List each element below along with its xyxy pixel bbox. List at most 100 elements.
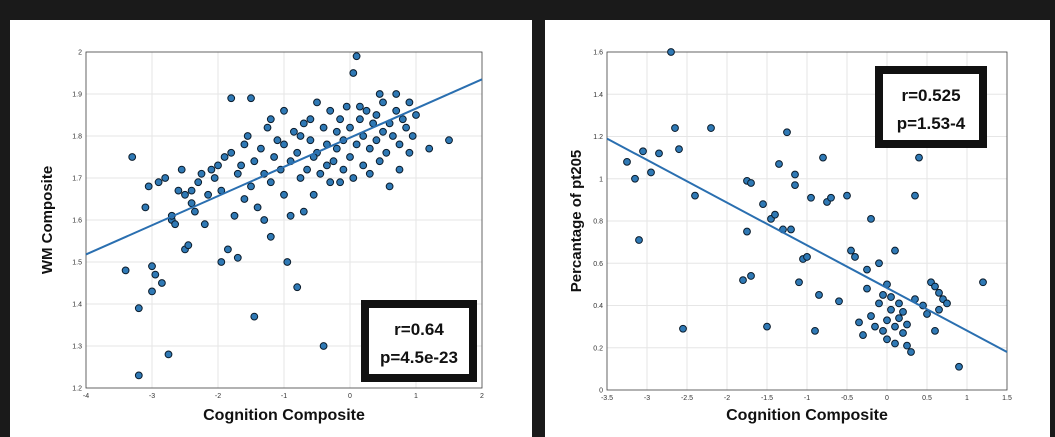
data-point	[233, 169, 242, 178]
data-point	[835, 297, 843, 306]
data-point	[883, 316, 891, 325]
data-point	[819, 153, 827, 162]
stats-box	[875, 66, 987, 148]
data-point	[891, 322, 899, 331]
data-point	[273, 136, 282, 145]
data-point	[204, 190, 213, 199]
data-point	[903, 341, 911, 350]
data-point	[144, 182, 153, 191]
data-point	[851, 253, 859, 261]
x-tick-label: -2.5	[681, 395, 693, 402]
data-point	[342, 102, 351, 111]
data-point	[326, 178, 335, 187]
data-point	[283, 258, 292, 266]
data-point	[887, 305, 895, 314]
data-point	[184, 241, 193, 250]
data-point	[230, 211, 239, 220]
data-point	[280, 106, 288, 115]
data-point	[425, 144, 434, 153]
data-point	[392, 106, 401, 115]
stats-box	[361, 300, 477, 382]
x-axis-title: Cognition Composite	[726, 407, 888, 424]
y-tick-label: 0.4	[593, 303, 603, 310]
data-point	[935, 288, 943, 297]
data-point	[923, 310, 931, 318]
data-point	[979, 278, 987, 287]
x-tick-label: 1	[965, 395, 969, 402]
left-scatter-chart: -4 -3 -2 -1 0 1 2 1.2 1.3 1.4 1.5 1.6 1.7 1.8 1.9 2 Cogn…	[39, 50, 484, 425]
data-point	[405, 98, 414, 107]
y-tick-label: 0.6	[593, 261, 603, 268]
data-point	[332, 127, 341, 136]
p-value-label: p=4.5e-23	[380, 348, 458, 367]
data-point	[365, 169, 374, 178]
data-point	[154, 178, 163, 187]
data-point	[280, 140, 288, 149]
data-point	[811, 326, 819, 335]
data-point	[332, 144, 341, 153]
data-point	[336, 178, 345, 187]
y-tick-label: 1.2	[72, 386, 82, 393]
data-point	[266, 115, 275, 124]
data-point	[227, 94, 236, 103]
data-point	[352, 140, 361, 149]
y-tick-label: 1	[599, 176, 603, 183]
data-point	[306, 136, 315, 145]
y-tick-label: 1.5	[72, 260, 82, 267]
data-point	[197, 169, 206, 178]
data-point	[783, 128, 791, 137]
data-point	[759, 200, 767, 209]
data-point	[349, 174, 358, 182]
x-tick-label: -1	[804, 395, 810, 402]
right-scatter-chart: -3.5 -3 -2.5 -2 -1.5 -1 -0.5 0 0.5 1 1.5 0 0.2 0.4 0.6…	[568, 48, 1012, 424]
data-point	[266, 232, 275, 241]
data-point	[296, 174, 305, 182]
data-point	[299, 207, 308, 216]
data-point	[128, 153, 137, 161]
y-axis-title: WM Composite	[39, 166, 56, 274]
data-point	[795, 278, 803, 287]
data-point	[293, 283, 302, 292]
data-point	[158, 279, 166, 287]
data-point	[791, 170, 799, 179]
x-tick-label: 1.5	[1002, 395, 1012, 402]
data-point	[356, 115, 364, 124]
data-point	[365, 144, 374, 153]
data-point	[306, 115, 315, 124]
right-chart-panel: -3.5 -3 -2.5 -2 -1.5 -1 -0.5 0 0.5 1 1.5 0 0.2 0.4 0.6…	[545, 20, 1050, 437]
data-point	[815, 291, 823, 299]
data-point	[771, 210, 779, 219]
data-point	[319, 123, 328, 132]
y-tick-label: 1.6	[72, 218, 82, 225]
data-point	[639, 147, 647, 156]
data-point	[691, 191, 699, 200]
data-point	[194, 178, 203, 187]
data-point	[787, 225, 795, 234]
x-tick-label: -1	[281, 393, 287, 400]
data-point	[903, 320, 911, 329]
data-point	[883, 335, 891, 344]
x-tick-label: -2	[724, 395, 730, 402]
data-point	[372, 136, 381, 145]
data-point	[763, 322, 771, 331]
data-point	[445, 136, 453, 145]
data-point	[214, 161, 222, 170]
y-tick-label: 1.4	[72, 302, 82, 309]
x-tick-label: 0.5	[922, 395, 932, 402]
y-tick-label: 0	[599, 388, 603, 395]
x-tick-label: -3.5	[601, 395, 613, 402]
data-point	[385, 182, 394, 191]
data-point	[243, 132, 252, 140]
data-point	[247, 182, 255, 191]
data-point	[174, 186, 183, 195]
y-tick-label: 0.2	[593, 345, 603, 352]
data-point	[807, 193, 815, 202]
data-point	[879, 326, 887, 335]
data-point	[290, 127, 298, 136]
x-tick-label: 0	[348, 393, 352, 400]
regression-line	[85, 78, 483, 256]
data-point	[843, 191, 851, 200]
data-point	[339, 165, 348, 174]
data-point	[679, 324, 687, 333]
data-point	[286, 211, 295, 220]
